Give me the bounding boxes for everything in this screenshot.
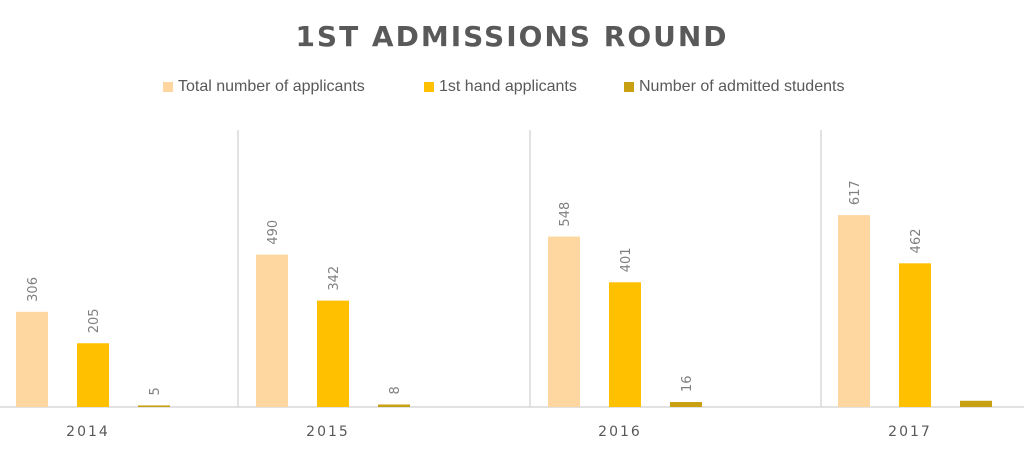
legend-label-admitted-students: Number of admitted students (639, 78, 845, 95)
bar-2016-series-0 (548, 236, 580, 407)
data-label-2014-series-2: 5 (148, 387, 163, 395)
legend-item-total-applicants[interactable]: Total number of applicants (163, 78, 365, 96)
x-tick-label-2014: 2014 (66, 424, 110, 440)
legend: Total number of applicants 1st hand appl… (0, 78, 1024, 102)
data-label-2016-series-1: 401 (619, 247, 634, 272)
bar-2015-series-1 (317, 300, 349, 407)
data-label-2017-series-0: 617 (848, 180, 863, 205)
data-label-2016-series-0: 548 (558, 202, 573, 227)
bar-2016-series-1 (609, 282, 641, 407)
chart-title: 1ST ADMISSIONS ROUND (295, 20, 729, 53)
bar-2015-series-0 (256, 254, 288, 407)
legend-item-1st-hand-applicants[interactable]: 1st hand applicants (424, 78, 577, 96)
legend-label-1st-hand-applicants: 1st hand applicants (439, 78, 577, 95)
bar-2014-series-1 (77, 343, 109, 407)
legend-item-admitted-students[interactable]: Number of admitted students (624, 78, 844, 96)
data-label-2014-series-1: 205 (87, 308, 102, 333)
data-label-2015-series-1: 342 (327, 266, 342, 291)
bar-2014-series-0 (16, 311, 48, 407)
bar-2017-series-0 (838, 215, 870, 407)
x-tick-label-2015: 2015 (306, 424, 350, 440)
legend-swatch-1st-hand-applicants (424, 82, 434, 92)
bar-2017-series-2 (960, 400, 992, 407)
legend-label-total-applicants: Total number of applicants (178, 78, 365, 95)
data-label-2015-series-0: 490 (266, 220, 281, 245)
bar-2015-series-2 (378, 404, 410, 407)
x-tick-label-2016: 2016 (598, 424, 642, 440)
bar-2016-series-2 (670, 402, 702, 407)
legend-swatch-admitted-students (624, 82, 634, 92)
data-label-2016-series-2: 16 (680, 375, 695, 392)
bar-2014-series-2 (138, 405, 170, 407)
bar-2017-series-1 (899, 263, 931, 407)
data-label-2015-series-2: 8 (388, 386, 403, 394)
legend-swatch-total-applicants (163, 82, 173, 92)
data-label-2014-series-0: 306 (26, 277, 41, 302)
x-tick-label-2017: 2017 (888, 424, 932, 440)
data-label-2017-series-1: 462 (909, 228, 924, 253)
